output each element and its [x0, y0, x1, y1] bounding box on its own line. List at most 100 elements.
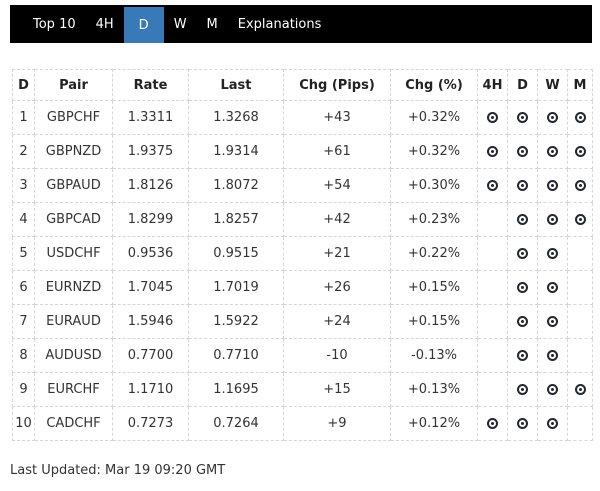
chg-pips-value: +21	[283, 236, 391, 271]
bullseye-icon[interactable]	[517, 350, 528, 361]
chg-pips-value: +43	[283, 100, 391, 135]
pair-name: EURNZD	[34, 270, 113, 305]
bullseye-icon[interactable]	[517, 248, 528, 259]
signal-cell-w	[537, 100, 568, 135]
chg-pips-value: +24	[283, 304, 391, 339]
signal-cell-4h	[477, 236, 508, 271]
bullseye-icon[interactable]	[574, 214, 586, 225]
bullseye-icon[interactable]	[547, 316, 558, 327]
chg-pips-value: +61	[283, 134, 391, 169]
bullseye-icon[interactable]	[547, 180, 558, 191]
col-header-pair: Pair	[34, 69, 113, 101]
pair-name: EURAUD	[34, 304, 113, 339]
col-header-w: W	[537, 69, 568, 101]
signal-cell-m	[567, 270, 593, 305]
last-value: 1.8072	[188, 168, 284, 203]
last-value: 1.9314	[188, 134, 284, 169]
table-row: 3 GBPAUD 1.8126 1.8072 +54 +0.30%	[12, 168, 593, 203]
table-row: 2 GBPNZD 1.9375 1.9314 +61 +0.32%	[12, 134, 593, 169]
bullseye-icon[interactable]	[517, 316, 528, 327]
signal-cell-m	[567, 304, 593, 339]
col-header-d: D	[507, 69, 538, 101]
chg-pips-value: +15	[283, 372, 391, 407]
signal-cell-d	[507, 338, 538, 373]
signal-cell-d	[507, 100, 538, 135]
bullseye-icon[interactable]	[517, 146, 528, 157]
pair-name: AUDUSD	[34, 338, 113, 373]
bullseye-icon[interactable]	[574, 112, 586, 123]
bullseye-icon[interactable]	[517, 112, 528, 123]
chg-pct-value: +0.15%	[390, 304, 478, 339]
rate-value: 0.7273	[112, 406, 189, 441]
signal-cell-4h	[477, 372, 508, 407]
signal-cell-4h	[477, 270, 508, 305]
pair-name: GBPCAD	[34, 202, 113, 237]
pair-name: GBPNZD	[34, 134, 113, 169]
table-header: D Pair Rate Last Chg (Pips) Chg (%) 4H D…	[12, 69, 593, 101]
row-number: 9	[12, 372, 35, 407]
bullseye-icon[interactable]	[547, 282, 558, 293]
last-value: 0.7710	[188, 338, 284, 373]
last-value: 1.3268	[188, 100, 284, 135]
bullseye-icon[interactable]	[574, 146, 586, 157]
chg-pips-value: -10	[283, 338, 391, 373]
chg-pips-value: +9	[283, 406, 391, 441]
signal-cell-4h	[477, 304, 508, 339]
nav-tab-w[interactable]: W	[173, 16, 187, 32]
signal-cell-m	[567, 406, 593, 441]
nav-tab-4h[interactable]: 4H	[95, 16, 114, 32]
chg-pct-value: -0.13%	[390, 338, 478, 373]
bullseye-icon[interactable]	[517, 418, 528, 429]
signal-cell-d	[507, 406, 538, 441]
last-value: 1.1695	[188, 372, 284, 407]
chg-pct-value: +0.23%	[390, 202, 478, 237]
bullseye-icon[interactable]	[547, 112, 558, 123]
bullseye-icon[interactable]	[547, 350, 558, 361]
last-value: 0.9515	[188, 236, 284, 271]
bullseye-icon[interactable]	[547, 214, 558, 225]
last-value: 1.5922	[188, 304, 284, 339]
chg-pct-value: +0.30%	[390, 168, 478, 203]
signal-cell-w	[537, 372, 568, 407]
nav-tab-explanations[interactable]: Explanations	[237, 16, 322, 32]
bullseye-icon[interactable]	[517, 214, 528, 225]
signal-cell-m	[567, 372, 593, 407]
signal-cell-m	[567, 100, 593, 135]
nav-tab-top10[interactable]: Top 10	[33, 16, 76, 32]
bullseye-icon[interactable]	[517, 180, 528, 191]
signal-cell-4h	[477, 406, 508, 441]
row-number: 8	[12, 338, 35, 373]
bullseye-icon[interactable]	[487, 112, 498, 123]
bullseye-icon[interactable]	[517, 384, 528, 395]
bullseye-icon[interactable]	[547, 384, 558, 395]
chg-pips-value: +54	[283, 168, 391, 203]
nav-tab-m[interactable]: M	[206, 16, 218, 32]
table-row: 7 EURAUD 1.5946 1.5922 +24 +0.15%	[12, 304, 593, 339]
table-row: 10 CADCHF 0.7273 0.7264 +9 +0.12%	[12, 406, 593, 441]
bullseye-icon[interactable]	[574, 180, 586, 191]
bullseye-icon[interactable]	[547, 146, 558, 157]
rate-value: 0.7700	[112, 338, 189, 373]
bullseye-icon[interactable]	[487, 146, 498, 157]
pair-name: USDCHF	[34, 236, 113, 271]
bullseye-icon[interactable]	[547, 248, 558, 259]
rate-value: 1.8299	[112, 202, 189, 237]
signal-cell-w	[537, 338, 568, 373]
last-value: 0.7264	[188, 406, 284, 441]
signal-cell-d	[507, 372, 538, 407]
timeframe-nav: Top 10 4H D W M Explanations	[10, 5, 592, 43]
signal-cell-w	[537, 134, 568, 169]
bullseye-icon[interactable]	[487, 418, 498, 429]
bullseye-icon[interactable]	[574, 384, 586, 395]
chg-pct-value: +0.13%	[390, 372, 478, 407]
bullseye-icon[interactable]	[487, 180, 498, 191]
chg-pct-value: +0.22%	[390, 236, 478, 271]
bullseye-icon[interactable]	[517, 282, 528, 293]
rate-value: 1.1710	[112, 372, 189, 407]
col-header-chg-pct: Chg (%)	[390, 69, 478, 101]
signal-cell-d	[507, 236, 538, 271]
nav-tab-d-active[interactable]: D	[123, 7, 164, 43]
signal-cell-m	[567, 236, 593, 271]
table-body: 1 GBPCHF 1.3311 1.3268 +43 +0.32% 2 GBPNZD 1.937…	[12, 100, 593, 441]
bullseye-icon[interactable]	[547, 418, 558, 429]
